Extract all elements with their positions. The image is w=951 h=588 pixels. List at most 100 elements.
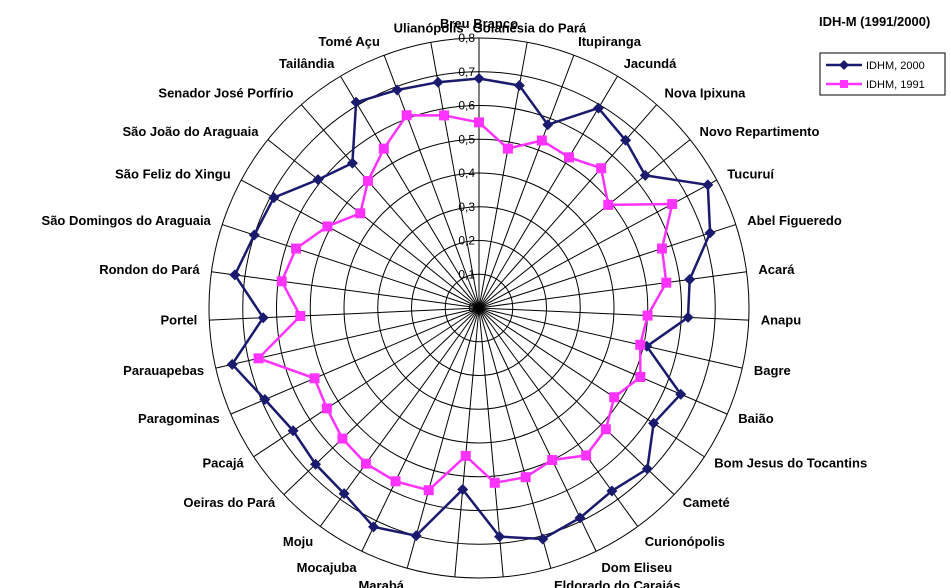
category-label-ipixuna-do-para: Ipixuna do Pará xyxy=(405,587,503,588)
series-1991-point-moju xyxy=(360,458,371,469)
category-label-curionopolis: Curionópolis xyxy=(645,534,725,549)
series-2000-point-sao-joao-do-araguaia xyxy=(312,174,324,186)
series-2000-point-goianesia-do-para xyxy=(513,80,525,92)
category-label-dom-eliseu: Dom Eliseu xyxy=(601,560,672,575)
series-1991-point-bagre xyxy=(635,339,646,350)
spoke-portel xyxy=(209,307,480,321)
spoke-camete xyxy=(478,307,675,495)
series-1991-point-ulianopolis xyxy=(439,110,450,121)
category-label-bagre: Bagre xyxy=(754,363,791,378)
series-1991-point-breu-branco xyxy=(474,117,484,128)
series-2000-point-baiao xyxy=(675,388,687,400)
series-1991-point-goianesia-do-para xyxy=(502,143,513,154)
tick-label-1: 0,1 xyxy=(458,267,475,281)
series-2000-point-sao-domingos-do-araguaia xyxy=(248,229,260,241)
category-label-acara: Acará xyxy=(758,262,795,277)
series-2000-point-tailandia xyxy=(350,96,362,108)
series-1991-point-rondon-do-para xyxy=(276,276,287,287)
series-2000-point-parauapebas xyxy=(226,358,238,370)
category-label-sao-joao-do-araguaia: São João do Araguaia xyxy=(122,124,259,139)
series-2000-point-eldorado-do-carajas xyxy=(537,533,549,545)
series-2000-point-itupiranga xyxy=(542,119,554,131)
category-label-sao-feliz-do-xingu: São Feliz do Xingu xyxy=(115,166,231,181)
series-1991-point-baiao xyxy=(635,371,646,382)
category-label-bom-jesus-do-tocantins: Bom Jesus do Tocantins xyxy=(714,455,867,470)
series-2000-point-anapu xyxy=(682,311,694,323)
spoke-moju xyxy=(319,307,480,527)
series-2000-point-tucurui xyxy=(702,179,714,191)
series-1991-point-bom-jesus-do-tocantins xyxy=(609,392,620,403)
legend-marker-1991 xyxy=(840,80,848,88)
series-1991-line xyxy=(256,114,674,492)
legend-label-1991: IDHM, 1991 xyxy=(866,79,925,91)
series-1991-point-ipixuna-do-para xyxy=(460,450,471,461)
series-2000-point-dom-eliseu xyxy=(574,512,586,524)
category-label-camete: Cameté xyxy=(683,495,730,510)
category-label-mocajuba: Mocajuba xyxy=(297,560,358,575)
category-label-ulianopolis: Ulianópolis xyxy=(394,21,464,36)
tick-label-6: 0,6 xyxy=(458,99,475,113)
spoke-tome-acu xyxy=(383,55,480,309)
series-1991-point-maraba xyxy=(423,485,434,496)
series-2000-point-paragominas xyxy=(259,394,271,406)
legend-label-2000: IDHM, 2000 xyxy=(866,60,925,72)
spoke-eldorado-do-carajas xyxy=(478,307,552,569)
spoke-bom-jesus-do-tocantins xyxy=(478,307,705,458)
series-1991-point-tailandia xyxy=(378,143,389,154)
tick-label-5: 0,5 xyxy=(458,132,475,146)
category-label-baiao: Baião xyxy=(738,411,773,426)
series-1991-point-tucurui xyxy=(667,199,678,210)
series-1991-point-parauapebas xyxy=(253,353,264,364)
series-1991-point-pacaja xyxy=(321,403,332,414)
series-1991-point-curionopolis xyxy=(581,450,592,461)
series-1991-point-eldorado-do-carajas xyxy=(520,472,531,483)
legend-marker-2000 xyxy=(839,60,849,70)
series-2000-point-novo-repartimento xyxy=(639,169,651,181)
series-1991-point-igarape-mirim xyxy=(489,477,500,488)
series-2000-point-igarape-mirim xyxy=(494,531,506,543)
series-1991-point-sao-feliz-do-xingu xyxy=(322,221,333,232)
series-1991-point-sao-domingos-do-araguaia xyxy=(291,243,302,254)
spoke-mocajuba xyxy=(361,307,480,552)
series-2000-point-maraba xyxy=(410,530,422,542)
category-label-parauapebas: Parauapebas xyxy=(123,363,204,378)
category-label-tailandia: Tailândia xyxy=(279,56,335,71)
category-label-sao-domingos-do-araguaia: São Domingos do Araguaia xyxy=(42,213,212,228)
spoke-acara xyxy=(478,271,747,309)
series-1991-point-senador-jose-porfirio xyxy=(362,175,373,186)
series-2000-point-tome-acu xyxy=(391,84,403,96)
category-label-goianesia-do-para: Goianésia do Pará xyxy=(473,21,587,36)
category-label-portel: Portel xyxy=(160,313,197,328)
series-2000-point-mocajuba xyxy=(368,521,380,533)
series-2000-point-curionopolis xyxy=(606,485,618,497)
legend: IDHM, 2000 IDHM, 1991 xyxy=(819,52,946,96)
series-1991-point-acara xyxy=(661,277,672,288)
category-label-itupiranga: Itupiranga xyxy=(578,34,642,49)
spoke-jacunda xyxy=(478,75,618,309)
series-2000-point-senador-jose-porfirio xyxy=(346,157,358,169)
series-2000-point-abel-figueredo xyxy=(704,227,716,239)
spoke-sao-joao-do-araguaia xyxy=(267,139,480,309)
series-1991-point-sao-joao-do-araguaia xyxy=(355,208,366,219)
category-label-anapu: Anapu xyxy=(761,313,802,328)
series-1991-point-mocajuba xyxy=(390,476,401,487)
series-2000-point-portel xyxy=(257,312,269,324)
series-layer xyxy=(226,73,716,545)
spoke-ipixuna-do-para xyxy=(454,307,480,577)
spoke-novo-repartimento xyxy=(478,139,691,309)
spoke-senador-jose-porfirio xyxy=(300,104,480,309)
series-2000-point-bom-jesus-do-tocantins xyxy=(648,417,660,429)
spoke-bagre xyxy=(478,307,743,369)
category-label-novo-repartimento: Novo Repartimento xyxy=(700,124,820,139)
category-label-tome-acu: Tomé Açu xyxy=(318,34,379,49)
series-2000-point-pacaja xyxy=(287,425,299,437)
series-1991-point-portel xyxy=(295,311,306,322)
series-1991-point-oeiras-do-para xyxy=(337,433,348,444)
spoke-maraba xyxy=(406,307,480,569)
series-2000-point-sao-feliz-do-xingu xyxy=(268,192,280,204)
series-2000-point-oeiras-do-para xyxy=(310,458,322,470)
category-label-eldorado-do-carajas: Eldorado do Carajás xyxy=(554,578,680,588)
series-1991-point-novo-repartimento xyxy=(603,199,614,210)
category-label-rondon-do-para: Rondon do Pará xyxy=(99,262,200,277)
